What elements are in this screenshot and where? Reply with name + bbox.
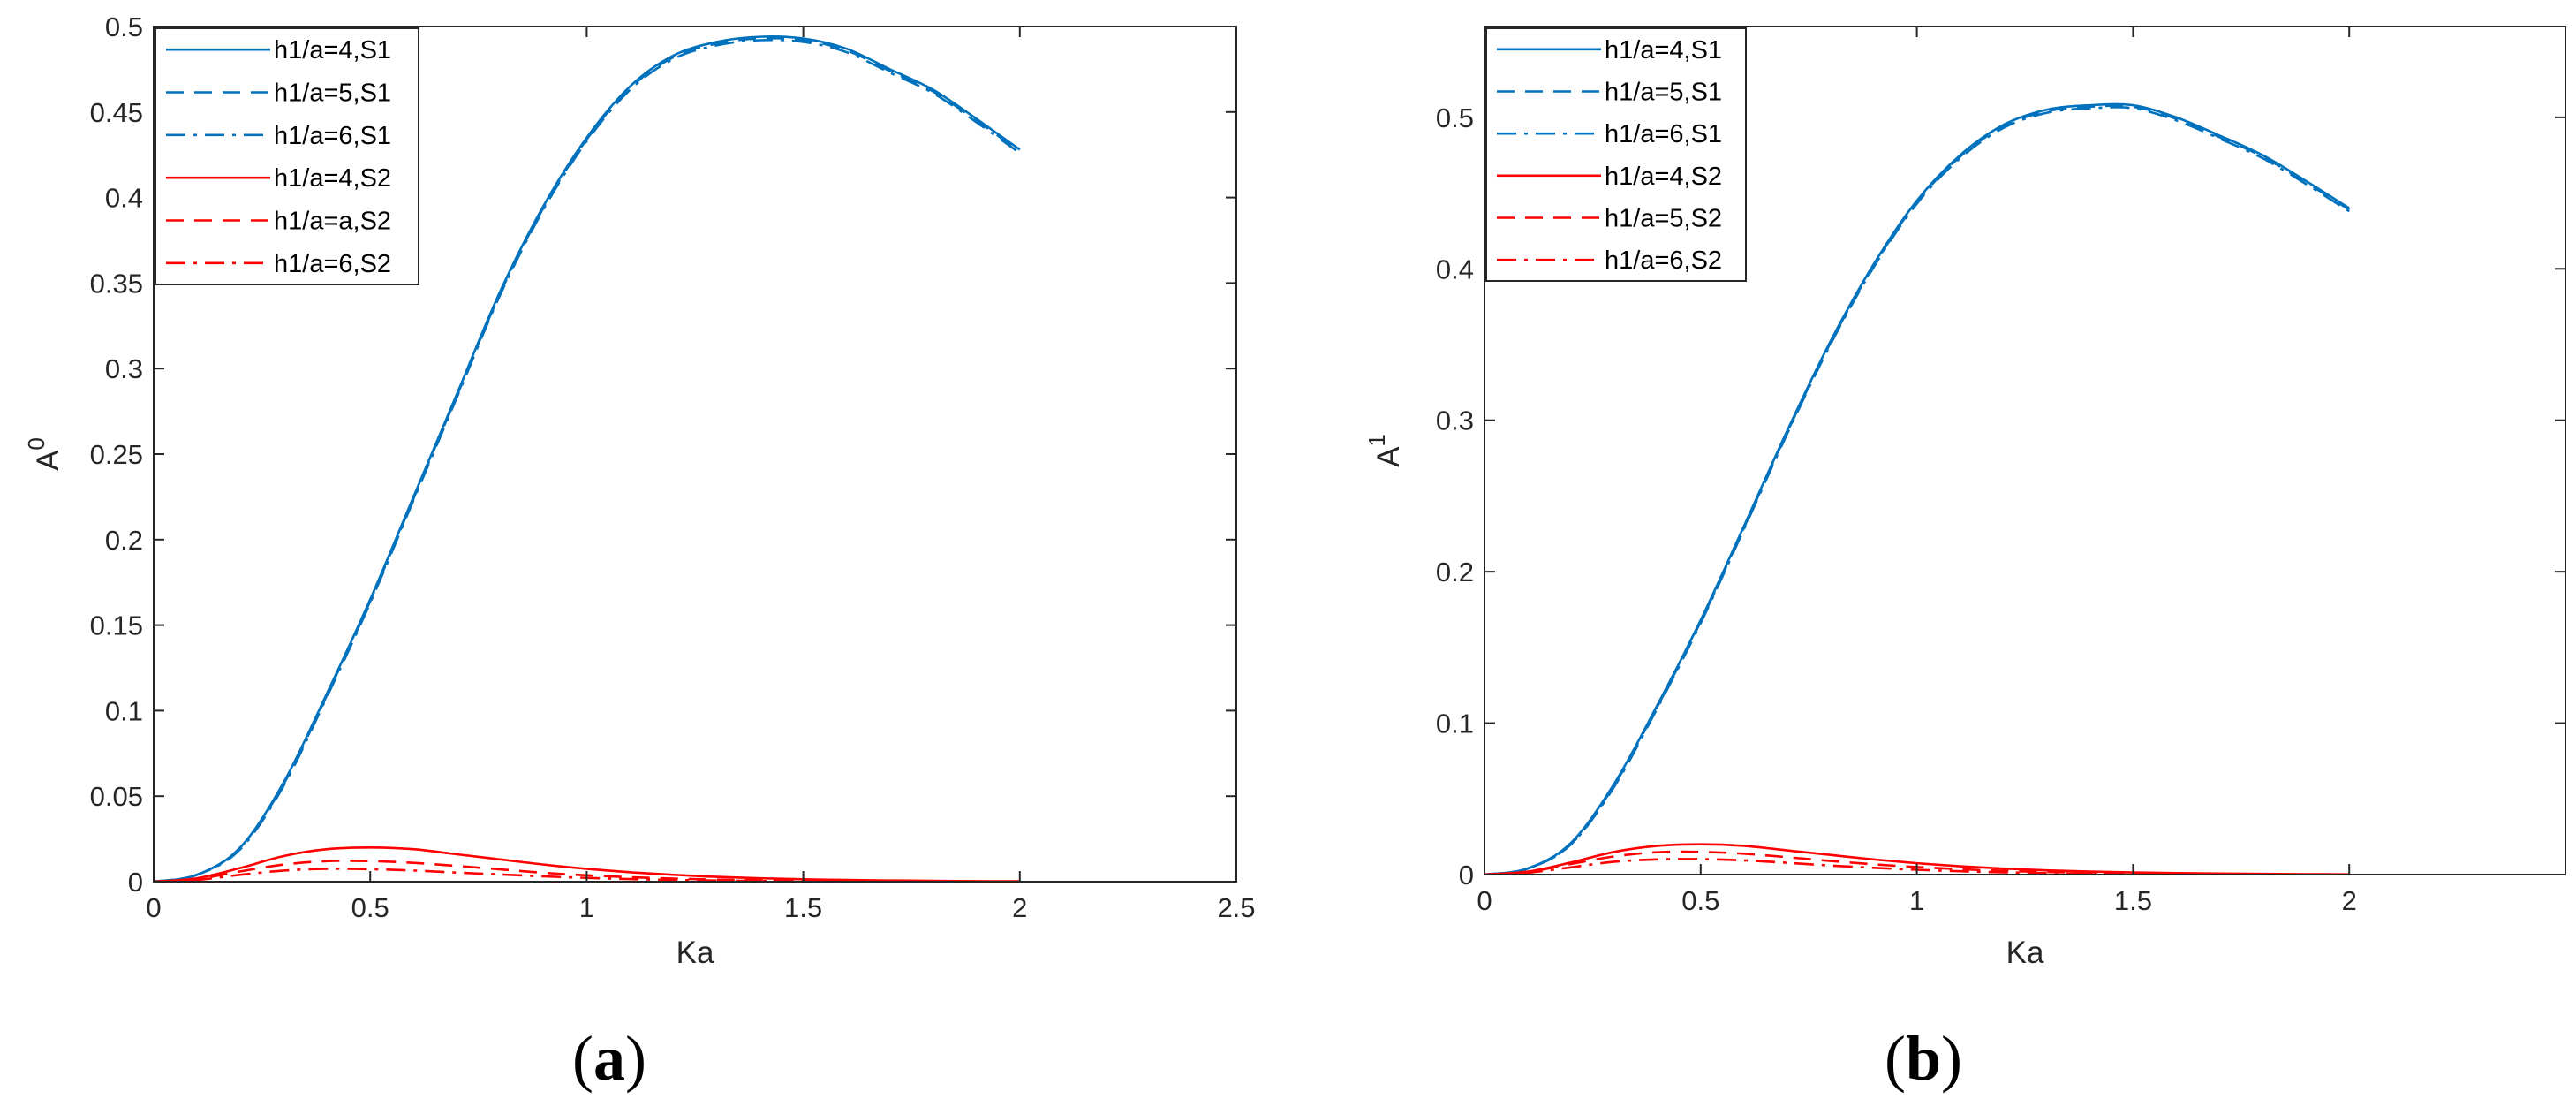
chart-a-x-tick-label: 2 — [1012, 892, 1027, 923]
chart-a-y-axis-label-text: A0 — [23, 437, 65, 471]
chart-b-panel-label-open: ( — [1885, 1023, 1906, 1094]
chart-panel-a: 0 0.5 1 1.5 2 2.5 0 0.05 0.1 0.15 0.2 0.25 0.3 0.35 0.… — [23, 11, 1256, 1094]
chart-b-legend-label: h1/a=5,S2 — [1605, 205, 1722, 233]
chart-b-x-tick-label: 1.5 — [2114, 885, 2152, 916]
chart-b-legend-label: h1/a=6,S2 — [1605, 246, 1722, 275]
chart-a-x-tick-label: 0.5 — [351, 892, 389, 923]
chart-a-panel-label-letter: a — [593, 1023, 625, 1094]
chart-b-y-axis-label-text: A1 — [1364, 434, 1406, 467]
chart-b-y-tick-label: 0.2 — [1436, 557, 1474, 587]
chart-b-y-tick-label: 0.1 — [1436, 709, 1474, 739]
chart-a-svg: 0 0.5 1 1.5 2 2.5 0 0.05 0.1 0.15 0.2 0.25 0.3 0.35 0.… — [23, 11, 1256, 1094]
chart-b-x-tick-label: 0 — [1477, 885, 1492, 916]
chart-b-axes-box — [1484, 26, 2566, 875]
chart-a-legend-label: h1/a=4,S1 — [274, 36, 391, 64]
chart-b-panel-label-letter: b — [1906, 1023, 1941, 1094]
chart-a-y-tick-label: 0.2 — [105, 525, 143, 556]
chart-a-plot-area: 0 0.5 1 1.5 2 2.5 0 0.05 0.1 0.15 0.2 0.25 0.3 0.35 0.… — [90, 11, 1256, 923]
chart-panel-b: 0 0.5 1 1.5 2 0 0.1 0.2 0.3 0.4 0.5 Ka A1 h1/a=4,S1 h1… — [1288, 0, 2576, 1099]
chart-b-panel-label-close: ) — [1941, 1023, 1962, 1094]
chart-a-legend-label: h1/a=6,S2 — [274, 250, 391, 278]
chart-b-y-axis-label: A1 — [1364, 434, 1406, 467]
chart-b-legend-label: h1/a=4,S1 — [1605, 36, 1722, 64]
chart-b-legend-label: h1/a=4,S2 — [1605, 163, 1722, 191]
chart-b-legend-label: h1/a=6,S1 — [1605, 120, 1722, 148]
chart-a-panel-label-close: ) — [625, 1023, 646, 1094]
chart-a-y-axis-label: A0 — [23, 437, 65, 471]
chart-b-plot-area: 0 0.5 1 1.5 2 0 0.1 0.2 0.3 0.4 0.5 — [1436, 26, 2566, 916]
chart-b-x-tick-label: 0.5 — [1681, 885, 1719, 916]
chart-a-y-tick-label: 0 — [128, 867, 143, 898]
chart-a-legend-label: h1/a=5,S1 — [274, 80, 391, 108]
chart-b-y-tick-label: 0.3 — [1436, 405, 1474, 436]
chart-a-x-tick-label: 1 — [579, 892, 594, 923]
chart-a-y-tick-label: 0.35 — [90, 268, 143, 299]
chart-a-panel-label: (a) — [572, 1023, 646, 1094]
chart-a-y-axis-label-base: A — [31, 450, 65, 471]
chart-b-y-tick-label: 0.5 — [1436, 102, 1474, 133]
chart-b-legend-box — [1485, 27, 1747, 282]
chart-a-y-tick-label: 0.25 — [90, 439, 143, 470]
chart-b-svg: 0 0.5 1 1.5 200.10.20.30.40.5KaA1h1/a=4,S1h1… — [1364, 26, 2566, 1094]
chart-b-series-line-3 — [1484, 106, 2350, 875]
chart-a-y-tick-label: 0.15 — [90, 610, 143, 641]
chart-a-y-tick-label: 0.1 — [105, 695, 143, 726]
chart-a-legend: h1/a=4,S1 h1/a=5,S1 h1/a=6,S1 h1/a=4,S2 h1/a… — [155, 27, 419, 285]
chart-b-panel-label: (b) — [1885, 1023, 1962, 1094]
chart-b-y-axis-label-base: A — [1371, 446, 1406, 467]
chart-a-x-tick-label: 2.5 — [1217, 892, 1255, 923]
chart-a-y-tick-label: 0.45 — [90, 97, 143, 128]
chart-b-x-axis-label: Ka — [2006, 936, 2044, 970]
chart-b-legend-label: h1/a=5,S1 — [1605, 79, 1722, 107]
chart-a-panel-label-open: ( — [572, 1023, 593, 1094]
chart-a-series-line-3 — [154, 38, 1021, 882]
chart-b-y-tick-label: 0.4 — [1436, 254, 1474, 284]
chart-b-series-line-4 — [1484, 843, 2350, 875]
chart-a-y-tick-label: 0.4 — [105, 183, 143, 214]
chart-b-legend: h1/a=4,S1 h1/a=5,S1 h1/a=6,S1 h1/a=4,S2 h1/a… — [1485, 27, 1747, 282]
chart-a-legend-label: h1/a=6,S1 — [274, 122, 391, 150]
chart-a-x-tick-label: 1.5 — [784, 892, 822, 923]
chart-a-y-tick-label: 0.05 — [90, 781, 143, 812]
chart-a-legend-label: h1/a=4,S2 — [274, 164, 391, 193]
chart-a-y-axis-label-sup: 0 — [23, 437, 49, 450]
chart-a-series-line-4 — [154, 845, 1020, 882]
chart-b-x-tick-label: 1 — [1909, 885, 1924, 916]
chart-a-legend-label: h1/a=a,S2 — [274, 208, 391, 236]
chart-b-x-tick-label: 2 — [2342, 885, 2357, 916]
chart-a-x-tick-label: 0 — [146, 892, 161, 923]
chart-a-y-tick-label: 0.3 — [105, 353, 143, 384]
chart-a-y-tick-label: 0.5 — [105, 11, 143, 42]
chart-a-legend-box — [155, 27, 419, 285]
chart-b-y-axis-label-sup: 1 — [1364, 434, 1390, 446]
chart-b-y-tick-label: 0 — [1459, 860, 1474, 891]
chart-a-x-axis-label: Ka — [676, 936, 714, 970]
